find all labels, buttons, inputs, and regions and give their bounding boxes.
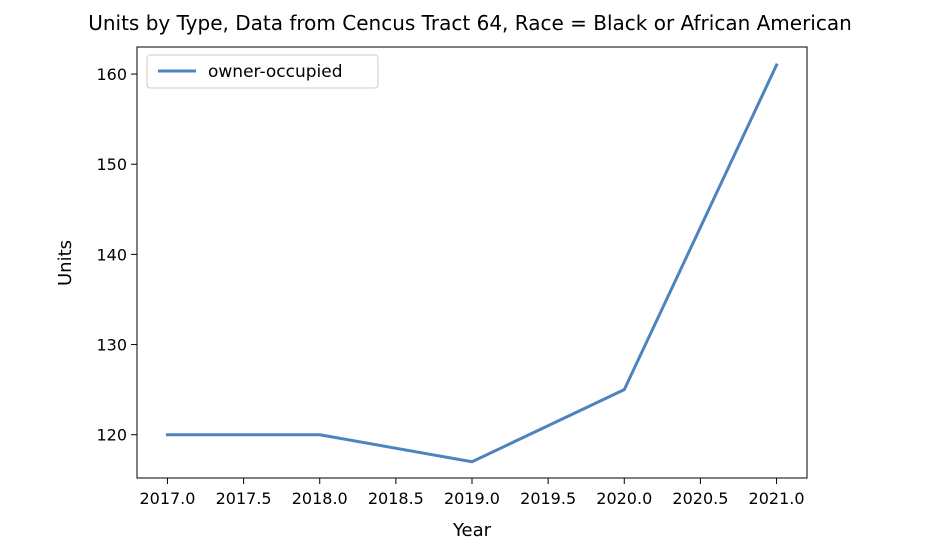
x-tick-label: 2019.0	[444, 489, 500, 508]
legend-label-owner-occupied: owner-occupied	[208, 62, 343, 82]
x-tick-label: 2018.0	[292, 489, 348, 508]
y-tick-label: 160	[96, 65, 127, 84]
series-layer	[165, 63, 779, 464]
legend: owner-occupied	[146, 54, 379, 89]
series-line-owner-occupied	[165, 63, 779, 464]
y-axis-ticks: 120 130 140 150 160	[96, 65, 137, 445]
chart-title: Units by Type, Data from Cencus Tract 64…	[88, 11, 852, 35]
y-tick-label: 130	[96, 336, 127, 355]
x-tick-label: 2019.5	[520, 489, 576, 508]
x-tick-label: 2017.0	[139, 489, 195, 508]
x-axis-label: Year	[452, 520, 492, 541]
y-axis-label: Units	[55, 240, 76, 286]
y-tick-label: 120	[96, 426, 127, 445]
legend-box	[146, 54, 379, 89]
x-tick-label: 2017.5	[216, 489, 272, 508]
plot-area-frame	[136, 46, 808, 479]
y-tick-label: 150	[96, 155, 127, 174]
y-tick-label: 140	[96, 245, 127, 264]
x-axis-ticks: 2017.0 2017.5 2018.0 2018.5 2019.0 2019.5 2020…	[139, 478, 805, 508]
x-tick-label: 2020.5	[672, 489, 728, 508]
x-tick-label: 2018.5	[368, 489, 424, 508]
x-tick-label: 2020.0	[596, 489, 652, 508]
x-tick-label: 2021.0	[749, 489, 805, 508]
